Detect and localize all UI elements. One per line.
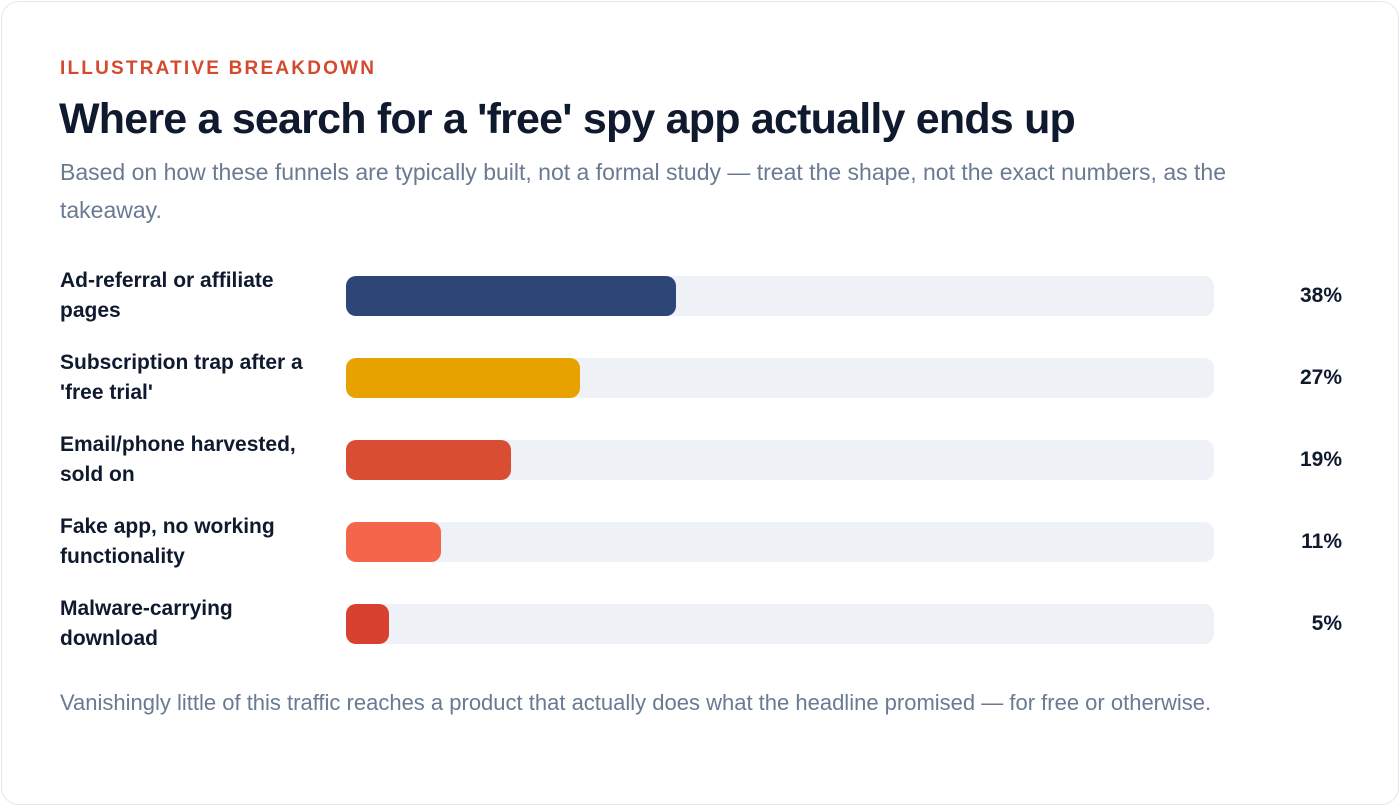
bar-row: Email/phone harvested, sold on 19% bbox=[2, 430, 1400, 500]
value-label: 5% bbox=[1311, 612, 1342, 635]
value-label: 38% bbox=[1299, 284, 1342, 307]
chart-footnote: Vanishingly little of this traffic reach… bbox=[60, 690, 1212, 715]
chart-title: Where a search for a 'free' spy app actu… bbox=[59, 95, 1076, 143]
value-label: 27% bbox=[1299, 366, 1342, 389]
category-label: Malware-carrying download bbox=[60, 597, 233, 650]
category-label: Fake app, no working functionality bbox=[60, 515, 275, 568]
category-label: Email/phone harvested, sold on bbox=[60, 433, 296, 486]
value-label: 11% bbox=[1301, 530, 1342, 553]
eyebrow-label: ILLUSTRATIVE BREAKDOWN bbox=[60, 58, 377, 79]
bar-track bbox=[346, 358, 1214, 398]
category-label: Ad-referral or affiliate pages bbox=[60, 269, 274, 322]
chart-subtitle: Based on how these funnels are typically… bbox=[60, 159, 1226, 223]
bar bbox=[346, 276, 676, 316]
bar-row: Malware-carrying download 5% bbox=[2, 594, 1400, 664]
bar-track bbox=[346, 276, 1214, 316]
bar-track bbox=[346, 604, 1214, 644]
category-label: Subscription trap after a 'free trial' bbox=[60, 351, 303, 404]
bar-row: Subscription trap after a 'free trial' 27… bbox=[2, 348, 1400, 418]
bar-track bbox=[346, 440, 1214, 480]
bar bbox=[346, 440, 511, 480]
bar-track bbox=[346, 522, 1214, 562]
value-label: 19% bbox=[1299, 448, 1342, 471]
bar bbox=[346, 522, 441, 562]
bar bbox=[346, 604, 389, 644]
bar-row: Fake app, no working functionality 11% bbox=[2, 512, 1400, 582]
bar-row: Ad-referral or affiliate pages 38% bbox=[2, 266, 1400, 336]
bar bbox=[346, 358, 580, 398]
